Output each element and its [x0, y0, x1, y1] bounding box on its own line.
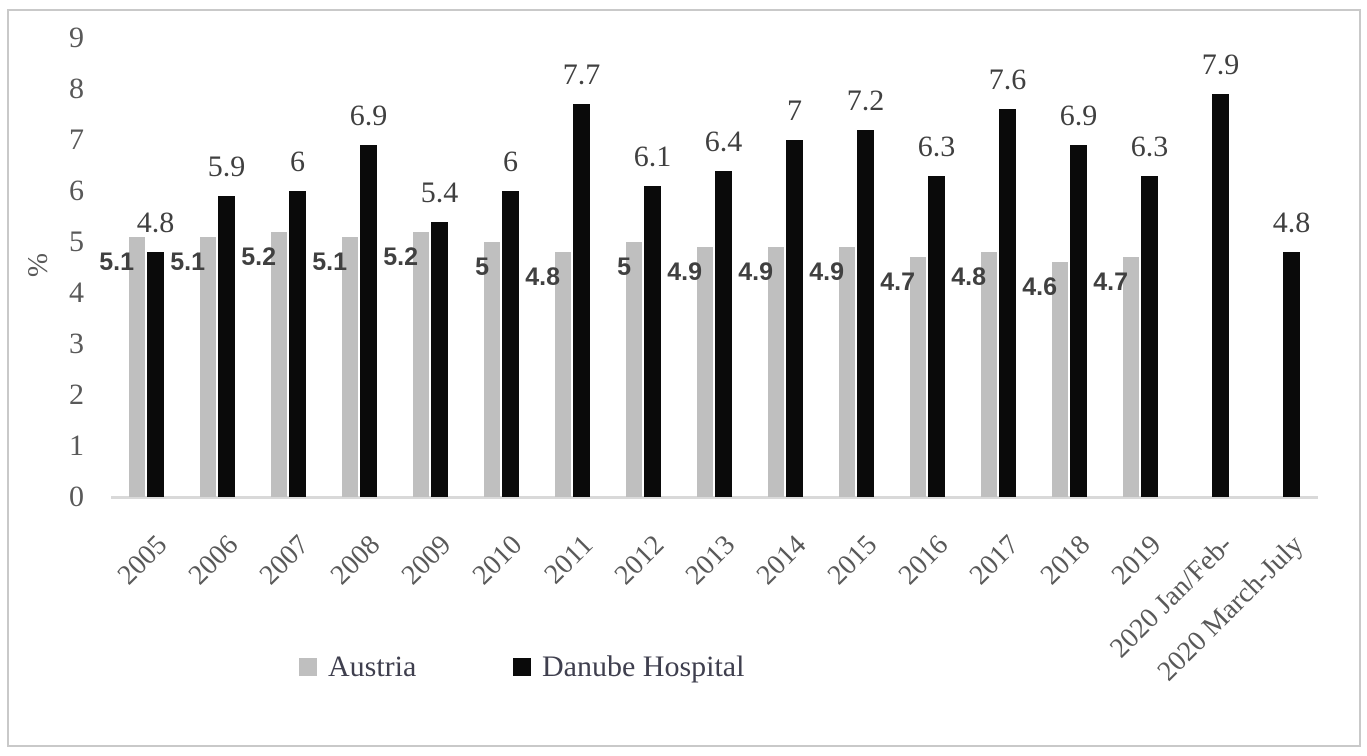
data-label-austria-2009: 5.2: [383, 242, 418, 271]
data-label-danube-hospital-2014: 7: [787, 94, 802, 127]
y-tick-label: 5: [69, 225, 84, 258]
y-tick-label: 7: [69, 123, 84, 156]
y-tick-label: 8: [69, 72, 84, 105]
bar-austria-2019: [1123, 257, 1139, 497]
y-tick-label: 4: [69, 276, 84, 309]
chart-legend: Austria Danube Hospital: [0, 651, 1367, 691]
bar-danube-hospital-2013: [715, 170, 732, 497]
legend-item-austria: Austria: [299, 651, 416, 683]
bar-danube-hospital-2016: [928, 175, 945, 497]
data-label-danube-hospital-2006: 5.9: [207, 150, 246, 184]
bar-danube-hospital-2020 March-July: [1283, 252, 1300, 497]
bar-austria-2018: [1052, 262, 1068, 497]
data-label-danube-hospital-2020 March-July: 4.8: [1272, 206, 1311, 240]
bar-austria-2012: [626, 242, 642, 497]
bar-danube-hospital-2019: [1141, 175, 1158, 497]
data-label-austria-2012: 5: [617, 253, 631, 281]
bar-danube-hospital-2018: [1070, 145, 1087, 497]
y-tick-label: 1: [69, 429, 84, 462]
data-label-danube-hospital-2012: 6.1: [633, 139, 672, 173]
data-label-austria-2016: 4.7: [880, 268, 915, 297]
bar-austria-2010: [484, 242, 500, 497]
legend-swatch-danube-hospital: [513, 658, 531, 676]
data-label-danube-hospital-2015: 7.2: [846, 83, 885, 117]
bar-danube-hospital-2009: [431, 221, 448, 497]
y-tick-label: 9: [69, 21, 84, 54]
figure-border: [7, 9, 1361, 747]
y-tick-label: 3: [69, 327, 84, 360]
legend-swatch-austria: [299, 658, 317, 676]
data-label-danube-hospital-2020 Jan/Feb-: 7.9: [1201, 48, 1240, 82]
data-label-danube-hospital-2013: 6.4: [704, 124, 743, 158]
data-label-austria-2010: 5: [475, 253, 489, 281]
x-axis-line: [111, 496, 1318, 499]
data-label-austria-2008: 5.1: [312, 247, 347, 276]
bar-danube-hospital-2012: [644, 185, 661, 497]
data-label-austria-2014: 4.9: [738, 258, 773, 287]
data-label-danube-hospital-2017: 7.6: [988, 63, 1027, 97]
data-label-danube-hospital-2016: 6.3: [917, 129, 956, 163]
legend-label-danube-hospital: Danube Hospital: [542, 650, 745, 683]
data-label-danube-hospital-2010: 6: [503, 145, 518, 178]
data-label-danube-hospital-2009: 5.4: [420, 175, 459, 209]
bar-austria-2008: [342, 236, 358, 497]
bar-austria-2015: [839, 247, 855, 497]
data-label-austria-2007: 5.2: [241, 242, 276, 271]
data-label-danube-hospital-2018: 6.9: [1059, 99, 1098, 133]
data-label-danube-hospital-2011: 7.7: [562, 58, 601, 92]
data-label-austria-2019: 4.7: [1093, 268, 1128, 297]
bar-danube-hospital-2005: [147, 252, 164, 497]
data-label-danube-hospital-2007: 6: [290, 145, 305, 178]
bar-danube-hospital-2011: [573, 104, 590, 497]
bar-austria-2006: [200, 236, 216, 497]
data-label-austria-2015: 4.9: [809, 258, 844, 287]
data-label-austria-2011: 4.8: [525, 263, 560, 292]
legend-item-danube-hospital: Danube Hospital: [513, 651, 744, 683]
bar-austria-2014: [768, 247, 784, 497]
bar-danube-hospital-2008: [360, 145, 377, 497]
y-tick-label: 0: [69, 480, 84, 513]
bar-austria-2013: [697, 247, 713, 497]
data-label-danube-hospital-2008: 6.9: [349, 99, 388, 133]
bar-danube-hospital-2017: [999, 109, 1016, 497]
data-label-austria-2013: 4.9: [667, 258, 702, 287]
bar-danube-hospital-2006: [218, 196, 235, 497]
data-label-danube-hospital-2019: 6.3: [1130, 129, 1169, 163]
data-label-austria-2018: 4.6: [1022, 273, 1057, 302]
bar-austria-2017: [981, 252, 997, 497]
bar-danube-hospital-2020 Jan/Feb-: [1212, 94, 1229, 497]
data-label-austria-2005: 5.1: [99, 247, 134, 276]
y-tick-label: 2: [69, 378, 84, 411]
data-label-danube-hospital-2005: 4.8: [136, 206, 175, 240]
data-label-austria-2006: 5.1: [170, 247, 205, 276]
bar-danube-hospital-2014: [786, 140, 803, 497]
bar-austria-2016: [910, 257, 926, 497]
bar-austria-2005: [129, 236, 145, 497]
data-label-austria-2017: 4.8: [951, 263, 986, 292]
bar-austria-2007: [271, 231, 287, 497]
bar-danube-hospital-2015: [857, 129, 874, 497]
y-tick-label: 6: [69, 174, 84, 207]
bar-danube-hospital-2010: [502, 191, 519, 497]
bar-austria-2011: [555, 252, 571, 497]
bar-danube-hospital-2007: [289, 191, 306, 497]
bar-austria-2009: [413, 231, 429, 497]
legend-label-austria: Austria: [328, 650, 417, 683]
